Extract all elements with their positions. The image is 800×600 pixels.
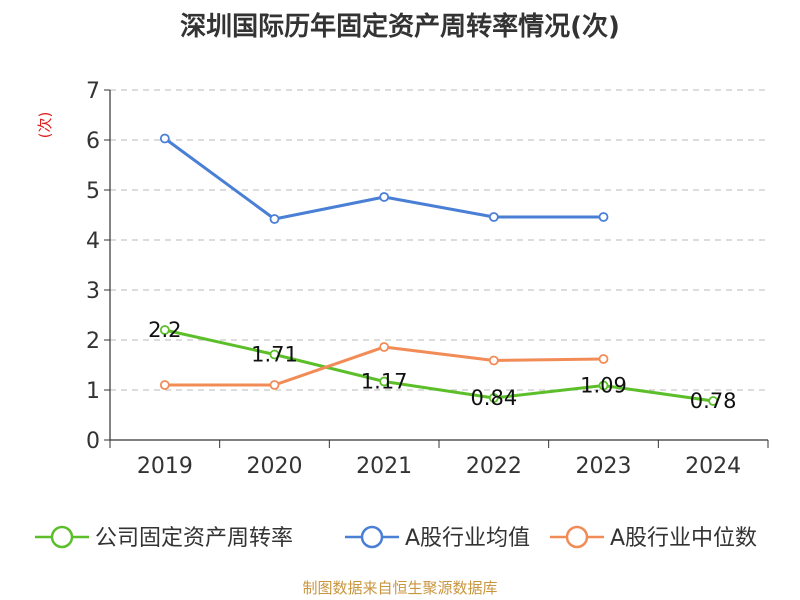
data-label: 1.71 <box>251 343 298 367</box>
data-point[interactable] <box>708 396 719 406</box>
series-1 <box>159 325 719 406</box>
data-point[interactable] <box>159 133 170 144</box>
series-line <box>163 137 604 221</box>
x-tick-label: 2024 <box>685 454 741 479</box>
legend-item-3[interactable]: A股行业中位数 <box>550 525 757 551</box>
data-point[interactable] <box>379 376 390 387</box>
legend-label: 公司固定资产周转率 <box>95 526 293 551</box>
x-tick-label: 2019 <box>137 454 193 479</box>
data-point[interactable] <box>269 349 280 360</box>
y-tick-label: 3 <box>86 279 100 304</box>
data-point[interactable] <box>159 325 170 335</box>
series-2 <box>159 133 609 224</box>
y-tick-label: 7 <box>86 79 100 104</box>
y-tick-label: 6 <box>86 129 100 154</box>
series-3 <box>159 342 609 390</box>
legend-label: A股行业中位数 <box>610 526 757 551</box>
legend-item-2[interactable]: A股行业均值 <box>345 525 530 551</box>
data-point[interactable] <box>269 380 280 390</box>
legend-marker <box>565 525 589 549</box>
legend-marker <box>360 525 384 549</box>
axes: 0 1 2 3 4 5 6 7 2019 2020 2021 2022 2023 2024 <box>86 79 769 479</box>
chart-title: 深圳国际历年固定资产周转率情况(次) <box>180 12 620 42</box>
data-point[interactable] <box>159 380 170 390</box>
legend[interactable]: 公司固定资产周转率 A股行业均值 A股行业中位数 <box>35 525 757 551</box>
legend-marker <box>50 525 74 549</box>
grid-lines <box>110 89 768 391</box>
y-axis-title: (次) <box>36 112 54 139</box>
x-tick-label: 2020 <box>247 454 303 479</box>
data-point[interactable] <box>598 212 609 222</box>
footer-source: 制图数据来自恒生聚源数据库 <box>302 579 498 597</box>
data-point[interactable] <box>269 214 280 224</box>
data-label: 0.78 <box>690 389 737 413</box>
legend-item-1[interactable]: 公司固定资产周转率 <box>35 525 293 551</box>
data-point[interactable] <box>488 393 499 403</box>
data-point[interactable] <box>379 342 390 352</box>
data-label: 0.84 <box>470 386 517 410</box>
legend-label: A股行业均值 <box>405 526 530 551</box>
series <box>159 133 719 406</box>
y-tick-label: 2 <box>86 329 100 354</box>
x-tick-label: 2022 <box>466 454 522 479</box>
data-point[interactable] <box>598 380 609 391</box>
data-point[interactable] <box>488 355 499 366</box>
y-tick-label: 1 <box>86 379 100 404</box>
data-label: 1.17 <box>361 370 408 394</box>
data-point[interactable] <box>379 192 390 202</box>
x-tick-label: 2021 <box>356 454 412 479</box>
y-tick-label: 0 <box>86 429 100 454</box>
data-point[interactable] <box>598 354 609 364</box>
data-label: 1.09 <box>580 374 627 398</box>
y-tick-label: 4 <box>86 229 100 254</box>
data-labels: 2.2 1.71 1.17 0.84 1.09 0.78 <box>148 318 736 413</box>
data-label: 2.2 <box>148 318 181 342</box>
data-point[interactable] <box>488 212 499 222</box>
series-line <box>164 328 714 403</box>
x-tick-label: 2023 <box>576 454 632 479</box>
y-tick-label: 5 <box>86 179 100 204</box>
